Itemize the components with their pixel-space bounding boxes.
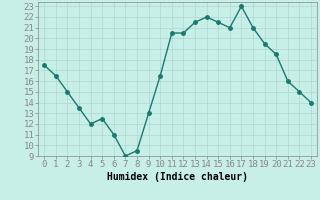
X-axis label: Humidex (Indice chaleur): Humidex (Indice chaleur) bbox=[107, 172, 248, 182]
